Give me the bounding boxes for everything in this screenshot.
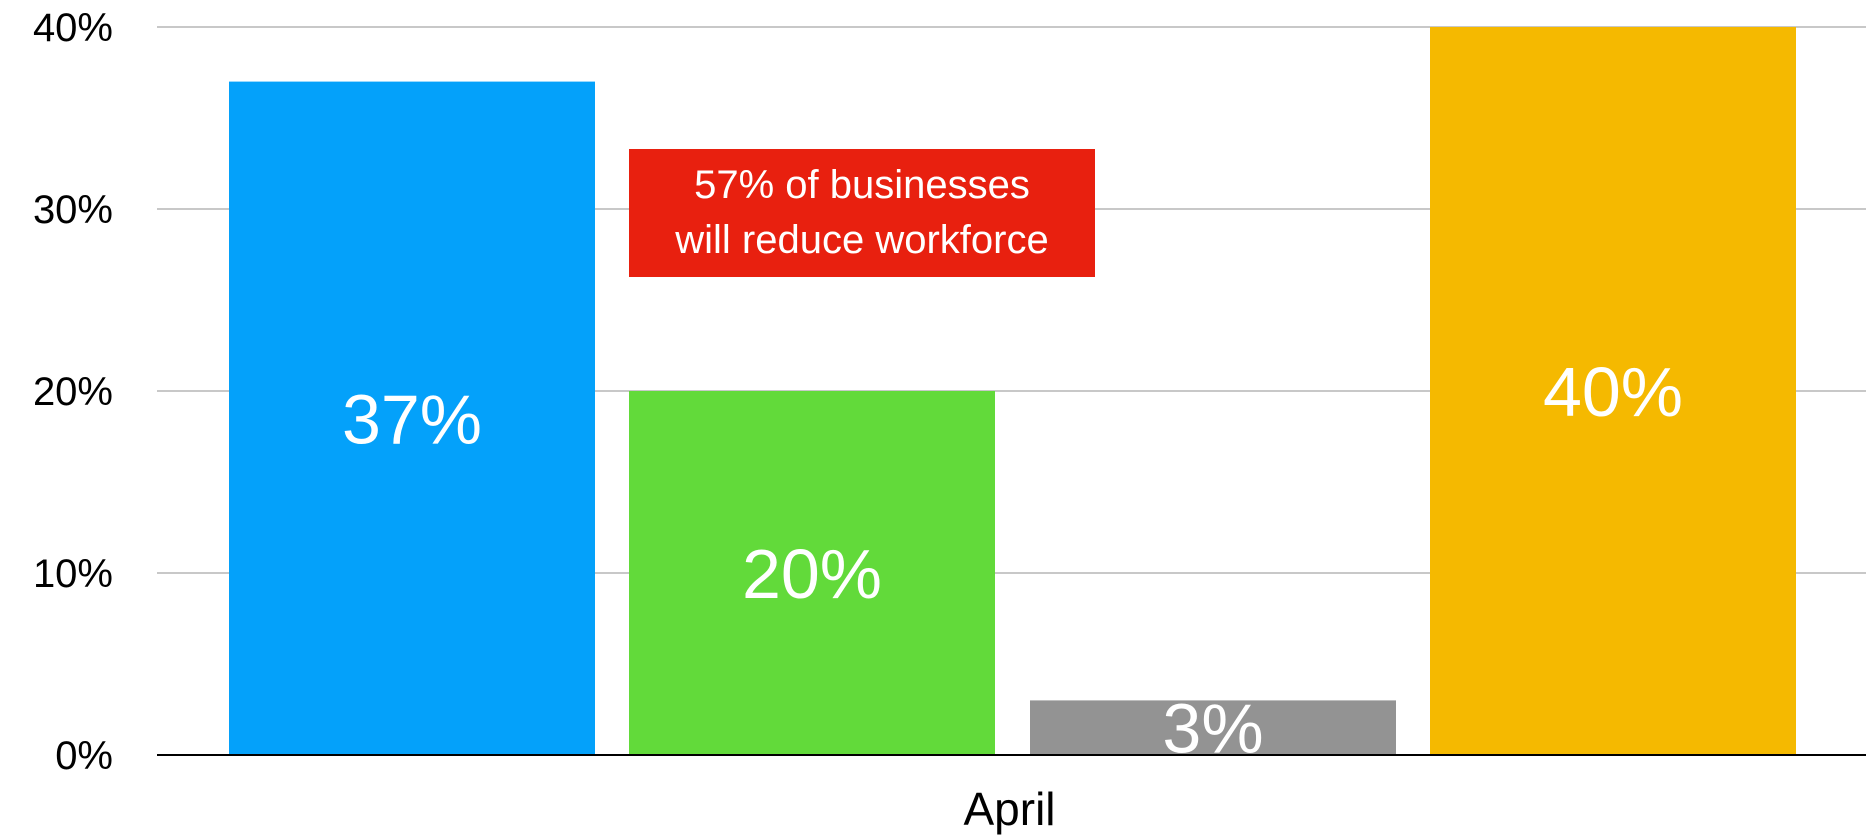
bar	[1430, 27, 1796, 755]
bar-value-label: 40%	[1543, 353, 1683, 431]
bar	[229, 81, 595, 756]
bar-value-label: 20%	[742, 535, 882, 613]
bar-value-label: 37%	[342, 380, 482, 458]
y-axis-ticks: 0% 10% 20% 30% 40%	[33, 6, 113, 778]
y-tick-label: 0%	[55, 734, 113, 778]
bars	[229, 27, 1796, 756]
bar	[1030, 700, 1396, 755]
y-tick-label: 20%	[33, 370, 113, 414]
y-tick-label: 30%	[33, 188, 113, 232]
annotation-callout: 57% of businesses will reduce workforce	[629, 149, 1095, 277]
x-category-label: April	[963, 783, 1055, 835]
bar	[629, 391, 995, 755]
y-tick-label: 10%	[33, 552, 113, 596]
y-tick-label: 40%	[33, 6, 113, 50]
